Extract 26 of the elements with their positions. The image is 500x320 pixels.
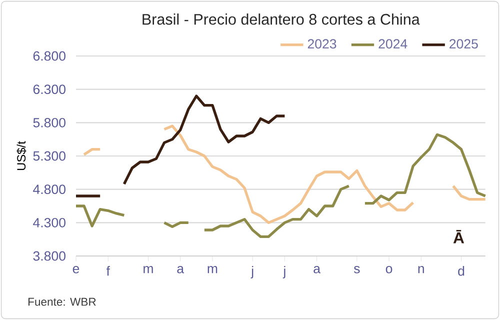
x-tick-label: j [282,266,286,278]
annotation: Ā [453,230,464,244]
x-tick-label: j [250,266,254,278]
x-tick-label: m [208,266,218,274]
y-tick-label: 4.300 [33,218,66,228]
y-tick-label: 5.300 [33,151,66,161]
y-tick-label: 6.800 [33,51,66,61]
legend-label: 2024 [378,39,408,49]
y-tick-label: 4.800 [33,184,66,194]
x-tick-label: a [177,266,184,274]
chart-title: Brasil - Precio delantero 8 cortes a China [142,14,420,25]
x-tick-label: a [314,266,320,274]
y-tick-label: 3.800 [33,251,66,261]
x-tick-label: f [106,266,110,276]
x-tick-label: o [386,266,392,274]
y-tick-label: 6.300 [33,84,66,94]
legend-label: 2023 [308,39,336,49]
x-tick-label: e [72,266,80,274]
x-tick-label: n [418,266,424,274]
x-tick-label: m [144,266,153,274]
x-tick-label: d [458,266,464,276]
source-note: Fuente: WBR [28,298,96,306]
x-tick-label: s [354,266,360,274]
y-tick-label: 5.800 [33,118,66,128]
legend-label: 2025 [450,39,478,49]
y-axis-title: US$/t [16,141,26,170]
